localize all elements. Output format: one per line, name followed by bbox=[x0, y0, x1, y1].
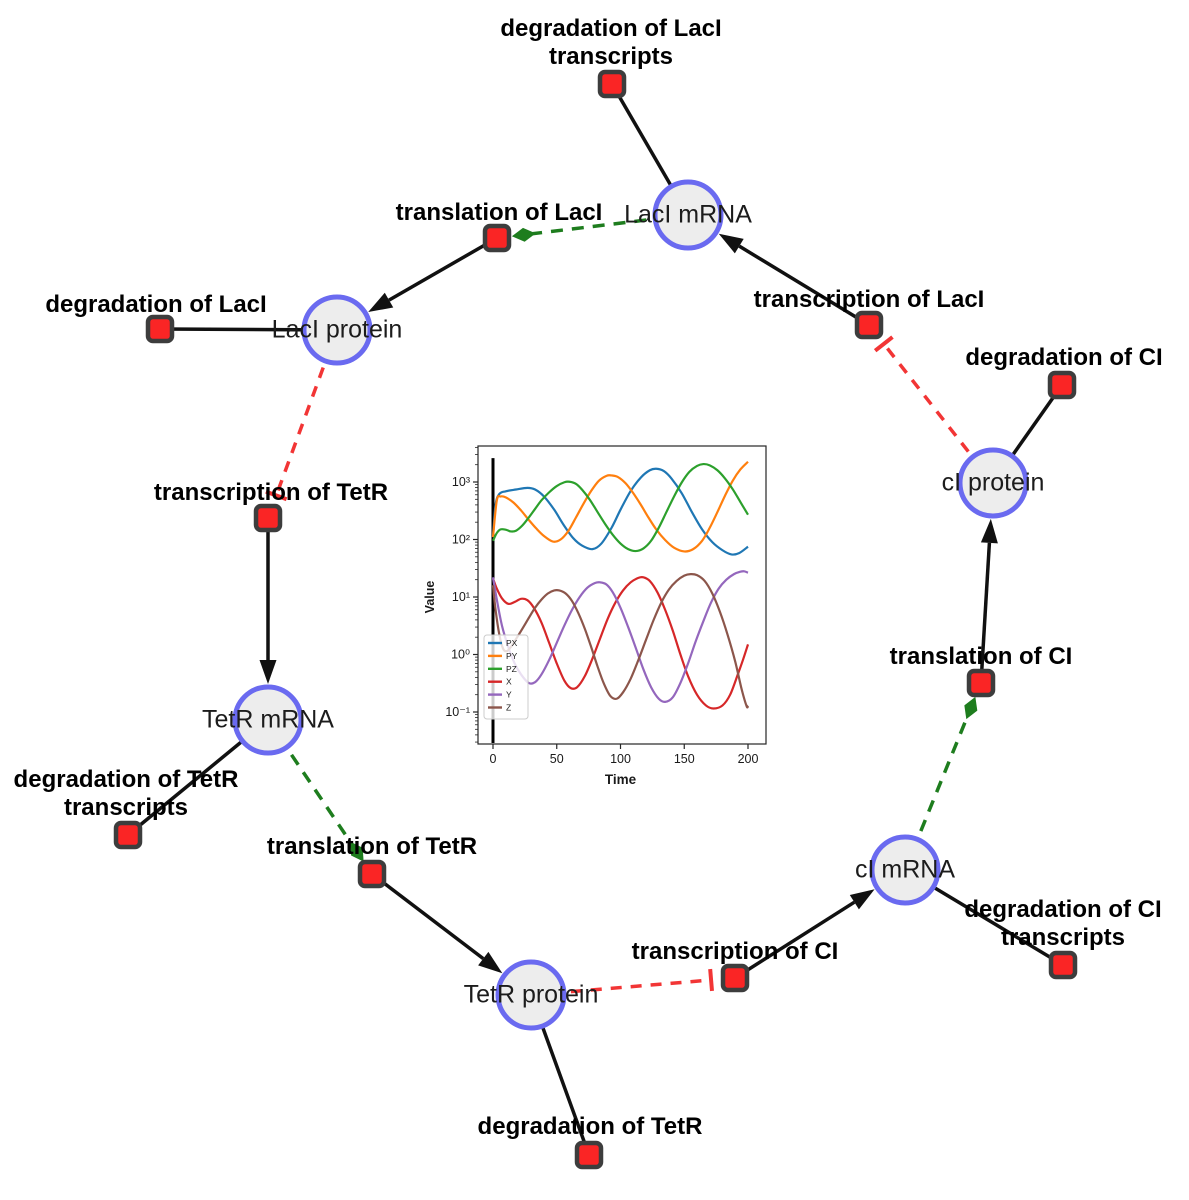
edge-production-transcr_ci-ci_mrna bbox=[734, 889, 875, 980]
reaction-node-transl_ci[interactable] bbox=[966, 668, 996, 698]
x-tick-label: 150 bbox=[674, 752, 695, 766]
inhibition-bar bbox=[265, 489, 288, 502]
species-node-ci_protein[interactable] bbox=[957, 447, 1029, 519]
reaction-node-deg_ci_tx[interactable] bbox=[1048, 950, 1078, 980]
y-tick-label: 10³ bbox=[452, 475, 470, 489]
x-tick-label: 100 bbox=[610, 752, 631, 766]
plot-frame bbox=[477, 445, 767, 745]
chart-background bbox=[420, 436, 776, 800]
diamond-arrowhead bbox=[350, 841, 364, 862]
species-node-laci_mrna[interactable] bbox=[652, 179, 724, 251]
arrowhead bbox=[368, 292, 394, 313]
x-tick-label: 0 bbox=[490, 752, 497, 766]
species-node-tetr_protein[interactable] bbox=[495, 959, 567, 1031]
y-tick-label: 10⁻¹ bbox=[445, 705, 470, 719]
legend-label-X: X bbox=[506, 677, 512, 687]
species-node-laci_protein[interactable] bbox=[301, 294, 373, 366]
edge-production-transl_ci-ci_protein bbox=[979, 518, 998, 684]
legend: PX PY PZ XYZ bbox=[483, 634, 529, 720]
reaction-node-deg_tetr_tx[interactable] bbox=[113, 820, 143, 850]
y-tick-label: 10⁰ bbox=[451, 648, 470, 662]
reaction-node-transcr_laci[interactable] bbox=[854, 310, 884, 340]
edge-production-transcr_tetr-tetr_mrna bbox=[259, 518, 277, 684]
x-tick-label: 50 bbox=[550, 752, 564, 766]
arrowhead bbox=[259, 660, 277, 684]
legend-label-PX: PX bbox=[506, 638, 518, 648]
y-tick-label: 10² bbox=[452, 533, 470, 547]
species-node-ci_mrna[interactable] bbox=[869, 834, 941, 906]
reaction-node-deg_laci[interactable] bbox=[145, 314, 175, 344]
series-PX bbox=[491, 467, 749, 556]
y-axis-label: Value bbox=[423, 581, 437, 614]
arrowhead bbox=[478, 951, 503, 974]
timecourse-chart: 0 50 100 150 20010³10²10¹10⁰10⁻¹TimeValuePXP… bbox=[420, 436, 776, 800]
arrowhead bbox=[849, 889, 875, 910]
legend-label-Z: Z bbox=[506, 703, 511, 713]
edge-production-transl_laci-laci_protein bbox=[368, 236, 498, 313]
reaction-node-transcr_ci[interactable] bbox=[720, 963, 750, 993]
legend-label-PZ: PZ bbox=[506, 664, 517, 674]
diamond-arrowhead bbox=[511, 227, 536, 242]
arrowhead bbox=[980, 518, 998, 544]
series-Y bbox=[491, 570, 749, 704]
series-Z bbox=[491, 572, 750, 709]
species-node-tetr_mrna[interactable] bbox=[232, 684, 304, 756]
inhibition-bar bbox=[873, 335, 894, 353]
arrowhead bbox=[718, 233, 744, 254]
reaction-node-transl_laci[interactable] bbox=[482, 223, 512, 253]
diamond-arrowhead bbox=[964, 696, 978, 720]
edge-production-transl_tetr-tetr_protein bbox=[370, 872, 503, 974]
reaction-node-deg_laci_tx[interactable] bbox=[597, 69, 627, 99]
reaction-node-deg_ci[interactable] bbox=[1047, 370, 1077, 400]
inhibition-bar bbox=[708, 968, 714, 992]
x-tick-label: 200 bbox=[738, 752, 759, 766]
legend-label-Y: Y bbox=[506, 690, 512, 700]
reaction-node-transl_tetr[interactable] bbox=[357, 859, 387, 889]
x-axis-label: Time bbox=[605, 772, 637, 787]
reaction-node-deg_tetr[interactable] bbox=[574, 1140, 604, 1170]
series-X bbox=[491, 575, 750, 710]
reaction-node-transcr_tetr[interactable] bbox=[253, 503, 283, 533]
legend-label-PY: PY bbox=[506, 651, 518, 661]
series-PY bbox=[491, 460, 749, 553]
series-PZ bbox=[492, 462, 749, 553]
edge-production-transcr_laci-laci_mrna bbox=[718, 233, 870, 327]
y-tick-label: 10¹ bbox=[452, 590, 470, 604]
